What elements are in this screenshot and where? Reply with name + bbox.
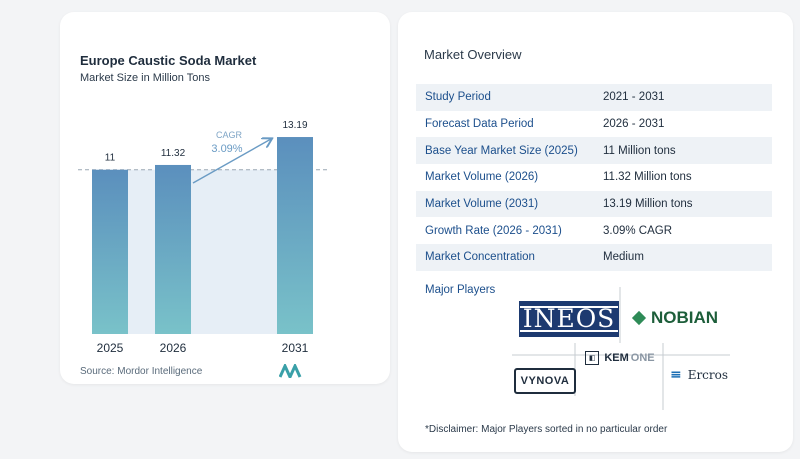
overview-table: Study Period 2021 - 2031 Forecast Data Per…: [416, 84, 772, 271]
comparison-band: [191, 169, 277, 334]
overview-row-value: 3.09% CAGR: [603, 224, 673, 237]
mordor-logo-icon: [279, 364, 302, 378]
ercros-mark-icon: ≡: [669, 367, 682, 383]
overview-row: Market Concentration Medium: [416, 244, 772, 271]
vynova-logo-text: VYNOVA: [520, 375, 570, 387]
nobian-logo-icon: NOBIAN: [624, 304, 728, 332]
kemone-logo-icon: ◧ KEM ONE: [580, 346, 660, 370]
overview-row: Growth Rate (2026 - 2031) 3.09% CAGR: [416, 217, 772, 244]
kemone-mark-icon: ◧: [585, 351, 600, 365]
ineos-logo-icon: INEOS: [519, 301, 619, 337]
overview-row-value: 11 Million tons: [595, 137, 772, 165]
comparison-band: [128, 169, 155, 334]
overview-row-value: 2021 - 2031: [595, 84, 772, 111]
x-tick-label: 2031: [282, 341, 309, 355]
overview-row-label: Market Volume (2031): [416, 190, 595, 218]
source-text: Source: Mordor Intelligence: [80, 366, 202, 377]
disclaimer: *Disclaimer: Major Players sorted in no …: [425, 424, 668, 435]
cagr-value: 3.09%: [211, 143, 242, 155]
chart-title: Europe Caustic Soda Market: [80, 53, 257, 68]
bar-2026: [155, 164, 191, 334]
overview-row-label: Forecast Data Period: [425, 118, 534, 131]
x-tick-label: 2026: [160, 341, 187, 355]
overview-row: Market Volume (2026) 11.32 Million tons: [416, 164, 772, 191]
source-label: Source:: [80, 366, 115, 377]
bar-value-label: 11: [105, 153, 116, 164]
x-tick-label: 2025: [97, 341, 124, 355]
overview-row-value: Medium: [595, 244, 772, 271]
chart-subtitle: Market Size in Million Tons: [80, 72, 211, 84]
overview-row-value: 13.19 Million tons: [595, 190, 772, 218]
overview-row-label: Growth Rate (2026 - 2031): [425, 224, 562, 237]
bar-2025: [92, 169, 128, 334]
overview-row-label: Base Year Market Size (2025): [416, 137, 595, 165]
bar-2031: [277, 137, 313, 334]
players-title: Major Players: [425, 284, 496, 296]
ercros-logo-text: Ercros: [687, 368, 729, 382]
vynova-logo-icon: VYNOVA: [514, 368, 576, 394]
overview-row-label: Market Volume (2026): [425, 171, 539, 184]
cagr-arrow: [192, 139, 271, 184]
overview-row-value: 2026 - 2031: [603, 118, 665, 131]
source-name: Mordor Intelligence: [117, 366, 203, 377]
cagr-label: CAGR: [216, 130, 243, 140]
overview-row-label: Study Period: [416, 84, 595, 111]
bar-value-label: 11.32: [161, 148, 186, 159]
kemone-logo-text: KEM: [604, 352, 629, 364]
nobian-diamond-icon: [631, 310, 647, 326]
overview-row-value: 11.32 Million tons: [603, 171, 692, 184]
ineos-logo-text: INEOS: [519, 306, 619, 332]
nobian-logo-text: NOBIAN: [650, 308, 719, 327]
kemone-logo-suffix: ONE: [630, 352, 655, 364]
overview-row: Study Period 2021 - 2031: [416, 84, 772, 111]
overview-row: Market Volume (2031) 13.19 Million tons: [416, 190, 772, 218]
ercros-logo-icon: ≡ Ercros: [668, 364, 730, 386]
overview-title: Market Overview: [424, 47, 522, 62]
overview-row-label: Market Concentration: [416, 244, 595, 271]
overview-row: Forecast Data Period 2026 - 2031: [416, 111, 772, 138]
overview-row: Base Year Market Size (2025) 11 Million t…: [416, 137, 772, 165]
bar-value-label: 13.19: [282, 120, 307, 131]
